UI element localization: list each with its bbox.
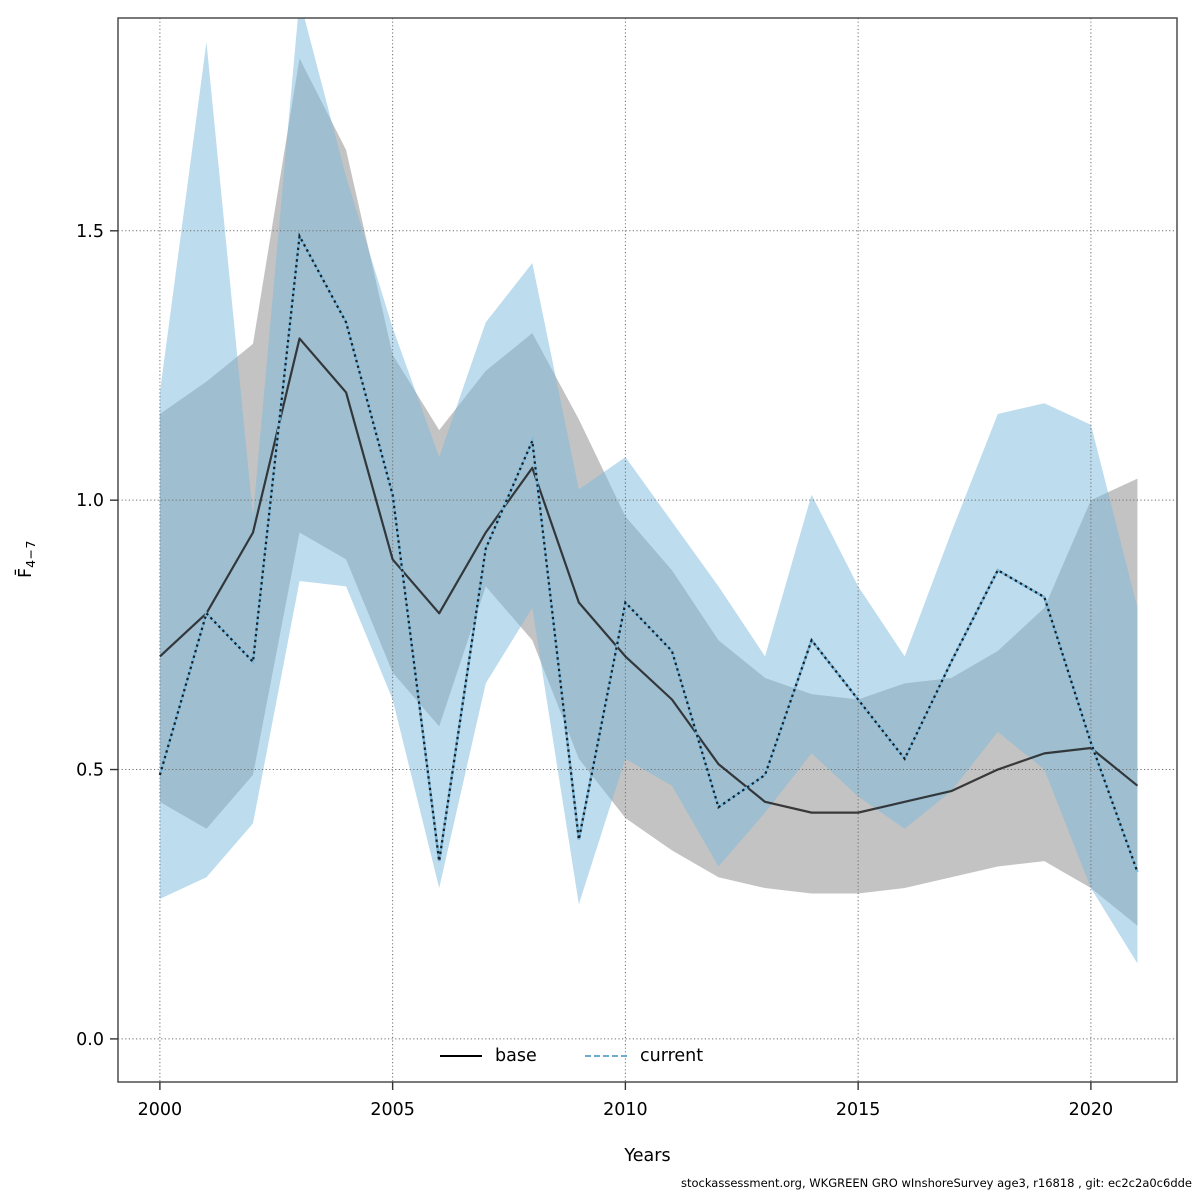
gridlines	[118, 18, 1177, 1082]
x-tick-label: 2005	[370, 1100, 415, 1120]
y-axis-title-subscript: 4−7	[23, 540, 38, 568]
y-axis-title: F̄4−7	[16, 540, 38, 578]
base-line	[159, 337, 1139, 814]
x-tick-label: 2020	[1069, 1100, 1114, 1120]
axis-ticks	[110, 230, 1092, 1090]
y-tick-label: 1.5	[76, 222, 104, 242]
legend-item-base: base	[440, 1046, 537, 1066]
x-tick-label: 2000	[138, 1100, 183, 1120]
y-axis-title-main: F̄	[16, 567, 36, 578]
current-line	[158, 232, 1139, 873]
x-tick-label: 2015	[836, 1100, 881, 1120]
footer-citation: stockassessment.org, WKGREEN GRO wInshor…	[680, 1176, 1192, 1190]
plot-frame	[117, 17, 1178, 1083]
tick-labels: 2000 2005 2010 2015 2020 0.0 0.5 1.0 1.5	[76, 222, 1113, 1120]
y-tick-label: 1.0	[76, 491, 104, 511]
legend-label-base: base	[495, 1046, 537, 1066]
current-line-sample-icon	[585, 1055, 627, 1057]
legend-item-current: current	[585, 1046, 703, 1066]
x-tick-label: 2010	[603, 1100, 648, 1120]
legend-label-current: current	[640, 1046, 704, 1066]
base-line-sample-icon	[440, 1055, 482, 1057]
x-axis-title: Years	[624, 1146, 671, 1166]
confidence-bands	[159, 18, 1138, 964]
current-confidence-band	[159, 18, 1138, 964]
y-tick-label: 0.5	[76, 761, 104, 781]
data-lines	[158, 231, 1139, 873]
y-tick-label: 0.0	[76, 1030, 104, 1050]
